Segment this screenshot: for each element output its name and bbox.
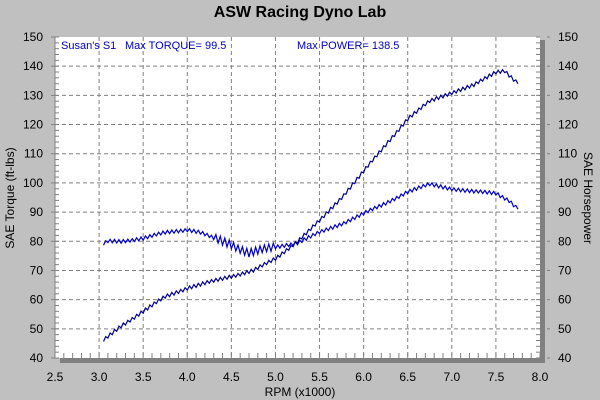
y-axis-ticks-left: 40 50 60 70 80 90 100 110 120 130 140 150 [23,30,55,365]
y-tick-label: 140 [23,59,43,73]
y-tick-label: 60 [30,293,44,307]
horsepower-line [102,68,519,342]
y-tick-label: 90 [30,205,44,219]
x-tick-label: 4.0 [179,370,196,384]
run-label: Susan's S1 [61,40,117,52]
y-axis-label-left: SAE Torque (ft-lbs) [3,147,17,248]
x-tick-label: 3.0 [91,370,108,384]
chart-title: ASW Racing Dyno Lab [213,4,387,21]
max-torque-label: Max TORQUE= 99.5 [125,40,227,52]
y-tick-label: 150 [23,30,43,44]
y2-tick-label: 140 [558,59,578,73]
y-axis-ticks-right: 40 50 60 70 80 90 100 110 120 130 140 150 [547,30,578,365]
x-tick-label: 6.0 [355,370,372,384]
torque-line [102,181,519,258]
y-tick-label: 120 [23,118,43,132]
x-tick-label: 5.0 [267,370,284,384]
plot-shadow-bottom [60,358,545,363]
y2-tick-label: 60 [558,293,572,307]
x-tick-label: 7.5 [488,370,505,384]
y2-tick-label: 150 [558,30,578,44]
y-axis-label-right: SAE Horsepower [581,152,595,244]
y-tick-label: 40 [30,351,44,365]
x-axis-label: RPM (x1000) [265,385,336,399]
x-tick-label: 5.5 [311,370,328,384]
x-axis-ticks: 2.5 3.0 3.5 4.0 4.5 5.0 5.5 6.0 6.5 7.0 7.5 8.0 [47,370,549,384]
y2-tick-label: 120 [558,118,578,132]
y2-tick-label: 40 [558,351,572,365]
y-tick-label: 50 [30,322,44,336]
y2-tick-label: 100 [558,176,578,190]
minor-ticks [54,36,541,359]
y2-tick-label: 80 [558,234,572,248]
x-tick-label: 8.0 [532,370,549,384]
x-tick-label: 4.5 [223,370,240,384]
grid-lines [55,37,540,358]
y2-tick-label: 50 [558,322,572,336]
max-power-label: Max POWER= 138.5 [297,40,400,52]
y-tick-label: 110 [24,147,43,161]
y-tick-label: 100 [23,176,43,190]
x-tick-label: 7.0 [443,370,460,384]
y2-tick-label: 110 [558,147,577,161]
y2-tick-label: 90 [558,205,572,219]
y2-tick-label: 70 [558,263,572,277]
y-tick-label: 130 [23,88,43,102]
x-tick-label: 2.5 [47,370,64,384]
y-tick-label: 70 [30,263,44,277]
y2-tick-label: 130 [558,88,578,102]
x-tick-label: 6.5 [399,370,416,384]
data-lines [102,68,519,342]
plot-shadow-right [540,40,545,363]
y-tick-label: 80 [30,234,44,248]
x-tick-label: 3.5 [135,370,152,384]
